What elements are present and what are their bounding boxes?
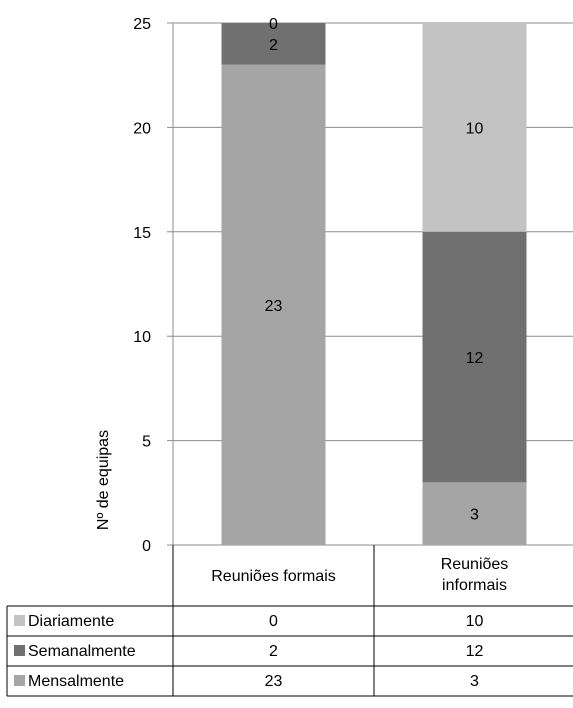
data-label-reunioes-informais-mensalmente: 3 <box>470 507 479 524</box>
table-cell-semanalmente-reunioes-formais: 2 <box>269 643 278 660</box>
data-label-reunioes-formais-diariamente: 0 <box>269 16 278 33</box>
legend-label-mensalmente: Mensalmente <box>28 673 124 690</box>
data-label-reunioes-informais-diariamente: 10 <box>466 120 484 137</box>
data-label-reunioes-formais-mensalmente: 23 <box>265 298 283 315</box>
legend-swatch-diariamente <box>14 615 25 626</box>
table-cell-mensalmente-reunioes-informais: 3 <box>470 673 479 690</box>
category-label-reunioes-formais: Reuniões formais <box>211 568 336 585</box>
data-labels: 23 2 0 3 12 10 <box>265 16 484 524</box>
y-tick-label-25: 25 <box>133 16 151 33</box>
data-table: Reuniões formais Reuniões informais Diariam… <box>6 545 573 697</box>
y-tick-label-20: 20 <box>133 120 151 137</box>
legend-label-diariamente: Diariamente <box>28 613 114 630</box>
data-label-reunioes-formais-semanalmente: 2 <box>269 37 278 54</box>
bar-reunioes-formais-mensalmente <box>221 64 326 545</box>
category-label-reunioes-informais-line-2: informais <box>442 577 507 594</box>
y-axis: 0 5 10 15 20 25 <box>133 16 174 555</box>
bar-reunioes-informais-mensalmente <box>422 482 527 545</box>
table-cell-mensalmente-reunioes-formais: 23 <box>265 673 283 690</box>
legend-swatch-semanalmente <box>14 645 25 656</box>
bar-reunioes-informais-diariamente <box>422 23 527 232</box>
y-axis-label: Nº de equipas <box>95 430 112 530</box>
bar-reunioes-formais-semanalmente <box>221 23 326 65</box>
table-cell-diariamente-reunioes-formais: 0 <box>269 613 278 630</box>
y-tick-label-0: 0 <box>142 538 151 555</box>
table-cell-semanalmente-reunioes-informais: 12 <box>466 643 484 660</box>
y-tick-label-5: 5 <box>142 434 151 451</box>
table-cell-diariamente-reunioes-informais: 10 <box>466 613 484 630</box>
bar-reunioes-informais-semanalmente <box>422 231 527 483</box>
y-tick-label-15: 15 <box>133 225 151 242</box>
legend-swatch-mensalmente <box>14 675 25 686</box>
y-tick-label-10: 10 <box>133 329 151 346</box>
data-label-reunioes-informais-semanalmente: 12 <box>466 350 484 367</box>
category-label-reunioes-informais-line-1: Reuniões <box>441 556 509 573</box>
bars <box>221 23 527 545</box>
legend-label-semanalmente: Semanalmente <box>28 643 136 660</box>
